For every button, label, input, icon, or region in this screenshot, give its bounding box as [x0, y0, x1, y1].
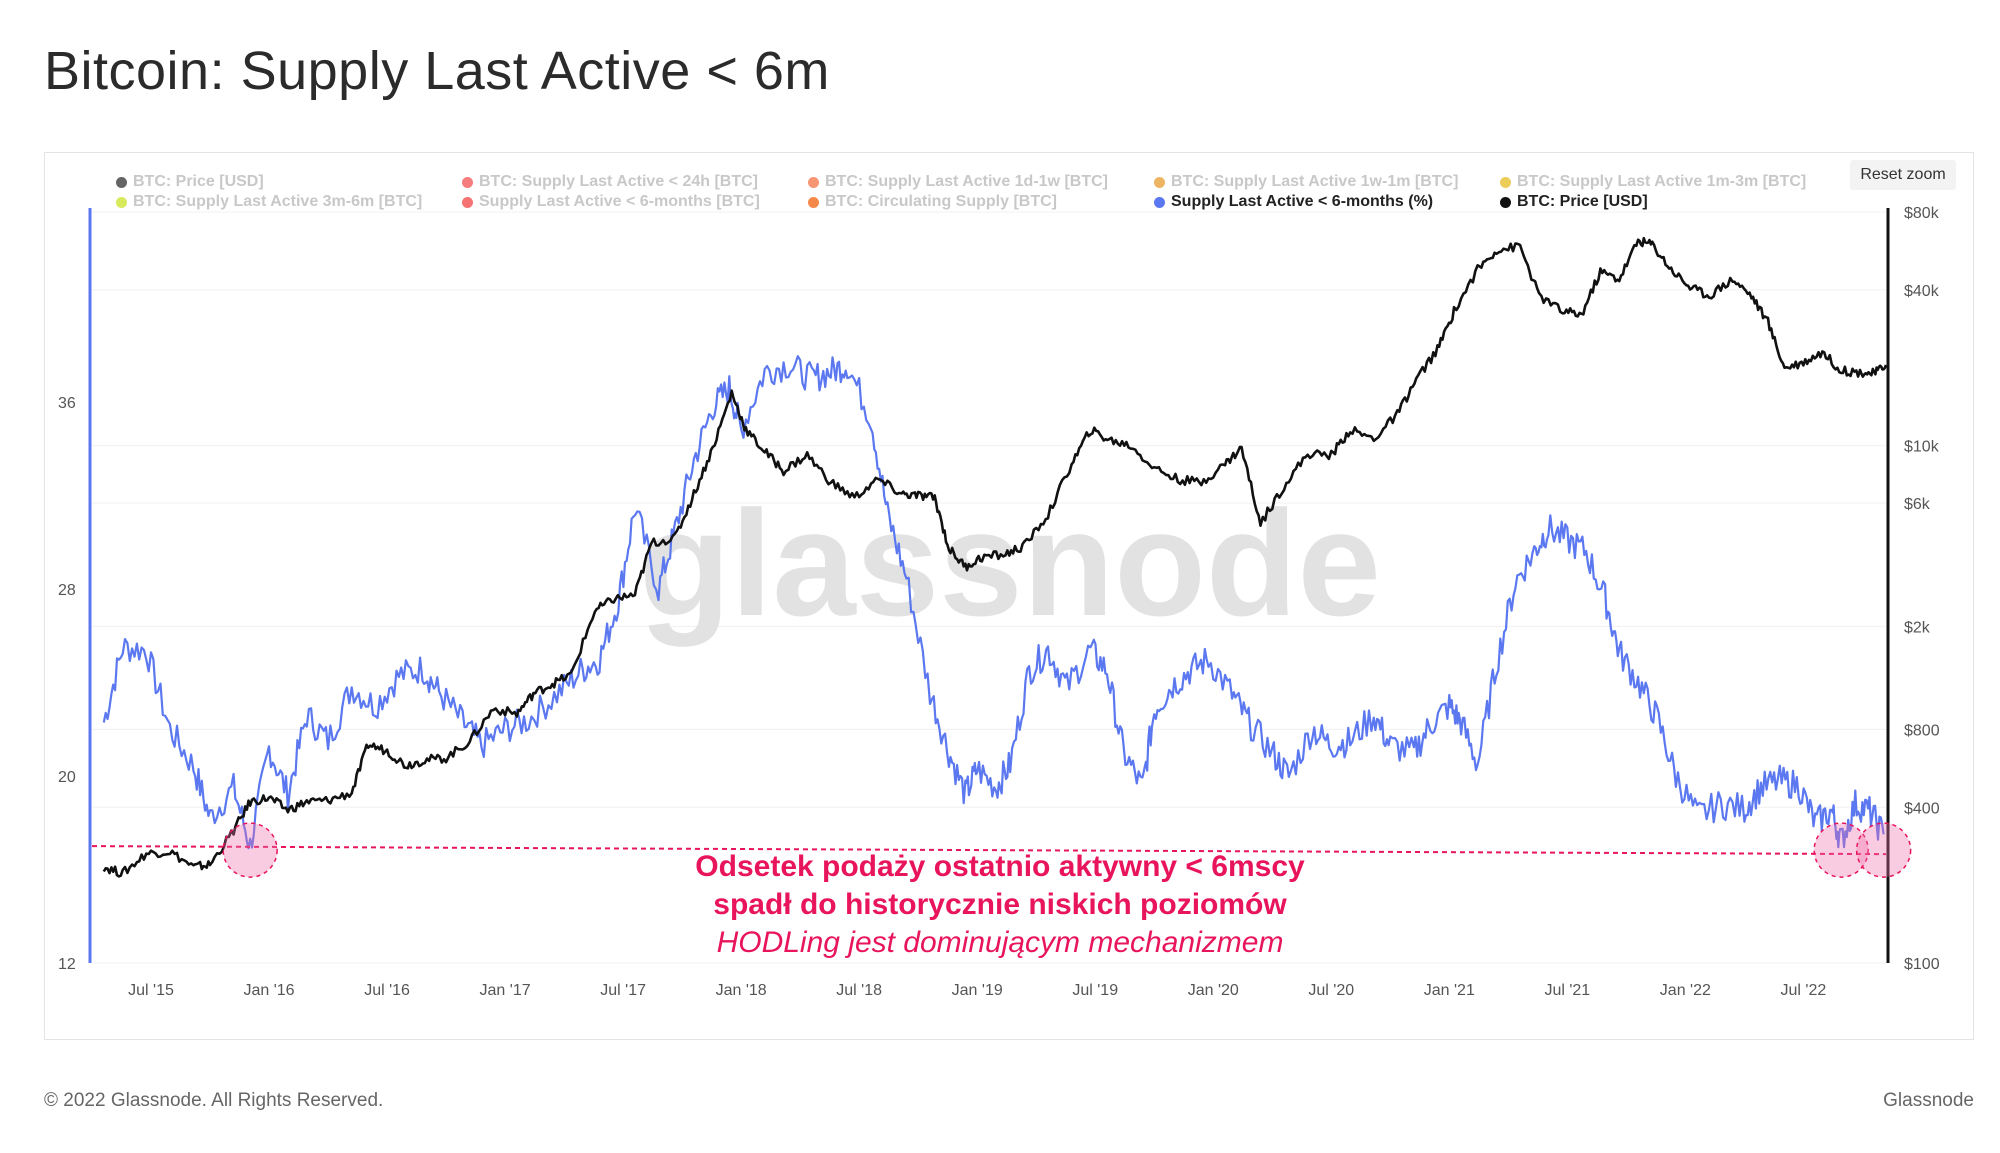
- legend-item[interactable]: BTC: Price [USD]: [1500, 193, 1648, 211]
- legend-label: BTC: Supply Last Active 3m-6m [BTC]: [133, 193, 423, 210]
- legend-item[interactable]: BTC: Supply Last Active 3m-6m [BTC]: [116, 193, 422, 211]
- x-tick-label: Jul '17: [600, 982, 646, 999]
- x-tick-label: Jan '21: [1424, 982, 1475, 999]
- y-right-tick-label: $2k: [1904, 619, 1931, 636]
- series-line: [102, 355, 1885, 850]
- x-tick-label: Jul '19: [1072, 982, 1118, 999]
- x-tick-label: Jan '19: [952, 982, 1003, 999]
- legend-label: BTC: Circulating Supply [BTC]: [825, 193, 1057, 210]
- legend-item[interactable]: Supply Last Active < 6-months [BTC]: [462, 193, 760, 211]
- legend-dot-icon: [1154, 176, 1165, 188]
- legend-dot-icon: [116, 196, 127, 208]
- highlight-circle: [222, 822, 278, 878]
- series-layer: [102, 236, 1888, 878]
- x-tick-label: Jul '18: [836, 982, 882, 999]
- highlight-circle: [1855, 822, 1912, 878]
- highlight-circle: [1813, 822, 1869, 878]
- annotation-line-1: Odsetek podaży ostatnio aktywny < 6mscy: [695, 850, 1305, 883]
- legend-item[interactable]: BTC: Supply Last Active 1m-3m [BTC]: [1500, 173, 1806, 191]
- legend-item[interactable]: BTC: Price [USD]: [116, 173, 264, 191]
- highlight-layer: [91, 822, 1912, 878]
- axes: 12 20 28 36 $100 $400 $800 $2k $6k $10k $40k $80k Ju…: [58, 205, 1940, 999]
- legend-dot-icon: [462, 176, 473, 188]
- x-tick-label: Jul '16: [364, 982, 410, 999]
- legend-item[interactable]: BTC: Circulating Supply [BTC]: [808, 193, 1057, 211]
- legend-item[interactable]: BTC: Supply Last Active 1w-1m [BTC]: [1154, 173, 1458, 191]
- grid-lines: [92, 211, 1886, 964]
- legend-item[interactable]: BTC: Supply Last Active < 24h [BTC]: [462, 173, 758, 191]
- x-tick-label: Jul '21: [1544, 982, 1590, 999]
- legend-dot-icon: [1500, 176, 1511, 188]
- legend-dot-icon: [462, 196, 473, 208]
- x-tick-label: Jan '22: [1660, 982, 1711, 999]
- y-right-tick-label: $800: [1904, 722, 1940, 739]
- reset-zoom-button[interactable]: Reset zoom: [1850, 160, 1956, 190]
- y-right-tick-label: $100: [1904, 956, 1940, 973]
- y-left-tick-label: 28: [58, 582, 76, 599]
- legend-dot-icon: [1500, 196, 1511, 208]
- legend-label: BTC: Price [USD]: [1517, 193, 1648, 210]
- y-left-tick-label: 12: [58, 956, 76, 973]
- series-line: [102, 236, 1888, 878]
- x-tick-label: Jan '17: [480, 982, 531, 999]
- x-tick-label: Jul '20: [1308, 982, 1354, 999]
- y-left-tick-label: 36: [58, 395, 76, 412]
- legend-label: BTC: Supply Last Active 1m-3m [BTC]: [1517, 173, 1807, 190]
- legend-item[interactable]: Supply Last Active < 6-months (%): [1154, 193, 1433, 211]
- legend-dot-icon: [808, 176, 819, 188]
- legend-item[interactable]: BTC: Supply Last Active 1d-1w [BTC]: [808, 173, 1108, 191]
- y-right-tick-label: $6k: [1904, 496, 1931, 513]
- x-tick-label: Jan '20: [1188, 982, 1239, 999]
- y-right-tick-label: $10k: [1904, 439, 1940, 456]
- x-tick-label: Jan '16: [243, 982, 294, 999]
- legend-dot-icon: [808, 196, 819, 208]
- annotation-line-2: spadł do historycznie niskich poziomów: [713, 888, 1287, 921]
- page-title: Bitcoin: Supply Last Active < 6m: [44, 41, 830, 101]
- y-right-tick-label: $40k: [1904, 283, 1940, 300]
- y-right-tick-label: $400: [1904, 800, 1940, 817]
- legend-label: Supply Last Active < 6-months (%): [1171, 193, 1434, 210]
- brand-footer: Glassnode: [1883, 1090, 1974, 1111]
- x-tick-label: Jul '15: [128, 982, 174, 999]
- legend-dot-icon: [1154, 196, 1165, 208]
- y-right-tick-label: $80k: [1904, 205, 1940, 222]
- threshold-line: [91, 845, 1887, 856]
- copyright-text: © 2022 Glassnode. All Rights Reserved.: [44, 1090, 384, 1111]
- legend-label: BTC: Supply Last Active 1w-1m [BTC]: [1171, 173, 1459, 190]
- legend-label: BTC: Supply Last Active < 24h [BTC]: [479, 173, 758, 190]
- annotation: Odsetek podaży ostatnio aktywny < 6mscy …: [695, 850, 1305, 959]
- annotation-line-3: HODLing jest dominującym mechanizmem: [717, 926, 1284, 959]
- x-tick-label: Jul '22: [1781, 982, 1827, 999]
- x-tick-label: Jan '18: [716, 982, 767, 999]
- legend-dot-icon: [116, 176, 127, 188]
- watermark: glassnode: [639, 479, 1381, 647]
- chart-frame: [44, 152, 1974, 1040]
- y-left-tick-label: 20: [58, 769, 76, 786]
- legend-label: BTC: Supply Last Active 1d-1w [BTC]: [825, 173, 1108, 190]
- legend-label: BTC: Price [USD]: [133, 173, 264, 190]
- legend-label: Supply Last Active < 6-months [BTC]: [479, 193, 760, 210]
